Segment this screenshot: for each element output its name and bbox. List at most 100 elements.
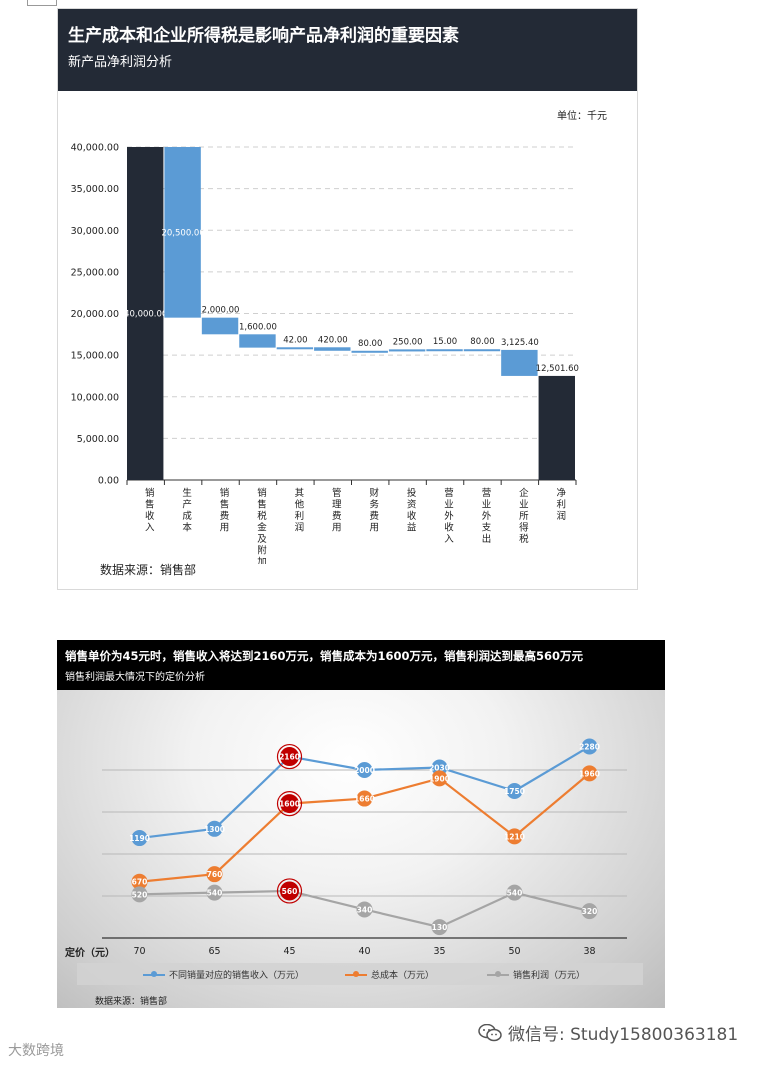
line-data-label: 1210	[504, 832, 525, 841]
line-point	[206, 820, 223, 837]
line-point	[356, 790, 373, 807]
waterfall-value-label: 15.00	[433, 337, 457, 347]
legend-label-profit: 销售利润（万元）	[513, 971, 586, 981]
waterfall-value-label: 80.00	[358, 339, 382, 349]
legend-item-cost: 总成本（万元）	[345, 968, 434, 981]
line-data-label: 540	[207, 889, 223, 898]
line-data-label: 520	[132, 890, 148, 899]
waterfall-value-label: 3,125.40	[501, 338, 539, 348]
line-point	[506, 783, 523, 799]
line-data-label: 670	[132, 878, 148, 887]
watermark-left-text: 大数跨境	[8, 1043, 64, 1059]
line-data-label: 1600	[279, 800, 300, 809]
waterfall-value-label: 12,501.60	[536, 364, 579, 374]
waterfall-x-tick-label: 财务费用	[369, 487, 379, 534]
waterfall-subtitle: 新产品净利润分析	[68, 55, 173, 70]
line-point	[356, 901, 373, 918]
line-source: 数据来源：销售部	[95, 997, 168, 1007]
line-header: 销售单价为45元时，销售收入将达到2160万元，销售成本为1600万元，销售利润…	[57, 640, 665, 690]
waterfall-y-tick: 20,000.00	[71, 309, 119, 320]
line-point	[356, 762, 373, 778]
line-x-axis-name: 定价（元）	[65, 948, 115, 959]
line-data-label: 560	[282, 887, 298, 896]
line-point	[581, 903, 598, 920]
line-point	[206, 866, 223, 883]
waterfall-bar	[351, 350, 388, 353]
line-highlight-ring	[276, 790, 303, 817]
waterfall-value-label: 80.00	[470, 337, 494, 347]
line-point	[280, 794, 299, 814]
line-point	[206, 884, 223, 901]
waterfall-bar	[164, 147, 201, 318]
waterfall-y-tick: 0.00	[98, 476, 119, 487]
waterfall-card: 生产成本和企业所得税是影响产品净利润的重要因素 新产品净利润分析 单位：千元 0…	[57, 8, 638, 590]
waterfall-y-tick: 30,000.00	[71, 226, 119, 237]
line-data-label: 340	[357, 905, 373, 914]
legend-swatch-profit	[487, 971, 509, 977]
line-data-label: 1750	[504, 787, 525, 796]
line-x-tick-label: 45	[283, 946, 295, 957]
line-data-label: 1900	[429, 774, 450, 783]
waterfall-title: 生产成本和企业所得税是影响产品净利润的重要因素	[68, 26, 459, 46]
line-x-tick-label: 65	[208, 946, 220, 957]
wechat-icon	[478, 1023, 502, 1041]
waterfall-bar	[239, 334, 276, 348]
waterfall-y-tick: 25,000.00	[71, 267, 119, 278]
waterfall-x-tick-label: 营业外支出	[482, 487, 492, 545]
waterfall-y-tick: 10,000.00	[71, 392, 119, 403]
waterfall-x-tick-label: 销售收入	[145, 487, 155, 534]
line-chart: 1190 1300 2160 2000 2030 1750 2280 670 760 1600 16…	[102, 738, 627, 957]
line-highlight-ring	[276, 878, 303, 904]
legend-label-cost: 总成本（万元）	[371, 971, 435, 981]
waterfall-x-tick-label: 企业所得税	[519, 487, 529, 545]
line-data-label: 1960	[579, 769, 600, 778]
line-data-label: 1300	[204, 825, 225, 834]
line-title: 销售单价为45元时，销售收入将达到2160万元，销售成本为1600万元，销售利润…	[65, 649, 584, 663]
waterfall-x-tick-label: 营业外收入	[444, 487, 454, 545]
waterfall-bar	[314, 347, 351, 351]
line-point	[131, 886, 148, 903]
waterfall-x-tick-label: 净利润	[557, 487, 567, 522]
line-x-tick-label: 35	[433, 946, 445, 957]
waterfall-source: 数据来源：销售部	[100, 563, 197, 577]
legend-swatch-cost	[345, 971, 367, 977]
line-subtitle: 销售利润最大情况下的定价分析	[65, 672, 205, 683]
waterfall-bar	[276, 347, 314, 350]
line-data-label: 2030	[429, 763, 450, 772]
page-tab	[27, 0, 57, 6]
waterfall-y-tick: 15,000.00	[71, 351, 119, 362]
legend-item-revenue: 不同销量对应的销售收入（万元）	[143, 968, 304, 981]
waterfall-x-tick-label: 投资收益	[407, 487, 417, 534]
waterfall-value-label: 250.00	[393, 337, 423, 347]
line-data-label: 2160	[279, 753, 300, 762]
line-chart-background	[57, 690, 665, 1008]
waterfall-bar	[501, 349, 538, 376]
line-legend: 不同销量对应的销售收入（万元） 总成本（万元） 销售利润（万元）	[77, 963, 643, 985]
line-point	[506, 884, 523, 901]
waterfall-y-tick: 5,000.00	[77, 434, 119, 445]
watermark-right: 微信号: Study15800363181	[478, 1020, 738, 1045]
waterfall-bar	[538, 375, 575, 480]
line-point	[131, 830, 148, 847]
line-point	[280, 747, 299, 767]
line-point	[431, 770, 448, 787]
line-data-label: 2280	[579, 742, 600, 751]
waterfall-y-tick: 35,000.00	[71, 184, 119, 195]
watermark-right-text: 微信号: Study15800363181	[508, 1025, 739, 1045]
waterfall-value-label: 420.00	[318, 335, 348, 345]
legend-item-profit: 销售利润（万元）	[487, 968, 585, 981]
line-data-label: 130	[432, 923, 448, 932]
line-point	[581, 738, 598, 755]
waterfall-value-label: 1,600.00	[239, 322, 277, 332]
line-x-tick-label: 40	[358, 946, 370, 957]
line-x-tick-label: 50	[508, 946, 520, 957]
legend-swatch-revenue	[143, 971, 165, 977]
waterfall-bar	[426, 349, 463, 352]
line-data-label: 320	[582, 907, 598, 916]
line-card: 销售单价为45元时，销售收入将达到2160万元，销售成本为1600万元，销售利润…	[57, 640, 665, 1008]
waterfall-x-tick-label: 管理费用	[332, 487, 342, 534]
waterfall-chart: 0.00 5,000.00 10,000.00 15,000.00 20,000.00 2…	[71, 143, 579, 565]
waterfall-value-label: 40,000.00	[124, 310, 167, 320]
waterfall-bar	[463, 349, 501, 352]
waterfall-unit: 单位：千元	[557, 111, 607, 122]
